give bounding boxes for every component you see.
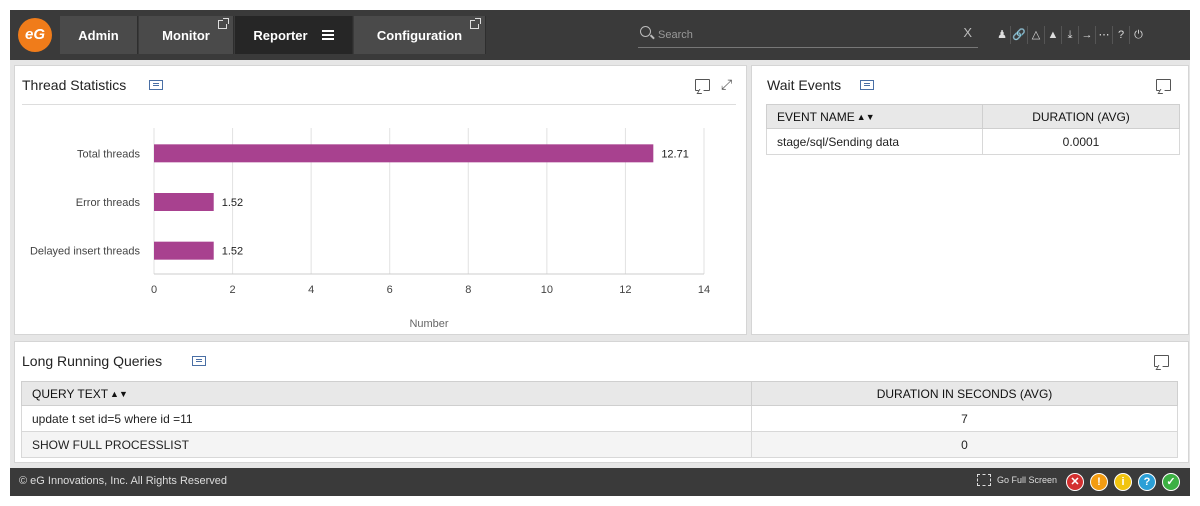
column-header-label: DURATION (AVG) (1032, 109, 1130, 124)
bar[interactable] (154, 241, 214, 260)
fullscreen-icon (977, 474, 991, 486)
duration-cell: 0.0001 (982, 128, 1180, 155)
sort-icon[interactable]: ▲▼ (110, 389, 128, 400)
widget-settings-icon[interactable] (860, 80, 874, 90)
footer-bar: © eG Innovations, Inc. All Rights Reserv… (10, 468, 1190, 496)
bar[interactable] (154, 193, 214, 211)
comment-icon[interactable] (695, 79, 710, 91)
category-label: Error threads (76, 197, 141, 209)
tab-reporter[interactable]: Reporter (235, 16, 353, 54)
download-icon[interactable]: ⤓ (1062, 26, 1079, 44)
table-row: stage/sql/Sending data 0.0001 (766, 128, 1180, 155)
more-icon[interactable]: ⋯ (1096, 26, 1113, 44)
duration-cell: 0 (751, 431, 1178, 458)
tab-monitor[interactable]: Monitor (139, 16, 234, 54)
x-tick-label: 10 (541, 284, 553, 296)
table-row: SHOW FULL PROCESSLIST 0 (21, 431, 1178, 458)
panel-title: Wait Events (767, 77, 842, 93)
normal-status-icon[interactable]: ✓ (1162, 473, 1180, 491)
long-running-queries-table: QUERY TEXT ▲▼ DURATION IN SECONDS (AVG) u… (21, 381, 1178, 458)
tab-admin-label: Admin (78, 27, 119, 43)
search-box: X (638, 24, 978, 48)
x-tick-label: 2 (230, 284, 236, 296)
help-alerts-icon[interactable]: ? (1138, 473, 1156, 491)
eg-logo-icon[interactable]: eG (18, 18, 52, 52)
tab-configuration[interactable]: Configuration (354, 16, 486, 54)
x-axis-label: Number (409, 318, 448, 330)
x-tick-label: 14 (698, 284, 710, 296)
tab-admin[interactable]: Admin (60, 16, 138, 54)
wait-events-table: EVENT NAME ▲▼ DURATION (AVG) stage/sql/Se… (766, 104, 1180, 155)
tab-reporter-label: Reporter (253, 27, 308, 43)
panel-title: Thread Statistics (22, 77, 127, 93)
x-tick-label: 4 (308, 284, 314, 296)
search-input[interactable] (658, 26, 948, 44)
search-icon (640, 26, 651, 37)
power-icon[interactable]: ⏻ (1134, 29, 1143, 41)
sign-in-icon[interactable]: → (1079, 26, 1096, 44)
x-tick-label: 6 (387, 284, 393, 296)
data-label: 1.52 (222, 197, 243, 209)
column-header-duration[interactable]: DURATION (AVG) (982, 104, 1180, 129)
minor-alerts-icon[interactable]: i (1114, 473, 1132, 491)
link-icon[interactable]: 🔗 (1011, 26, 1028, 44)
bell-icon[interactable]: ▲ (1045, 26, 1062, 44)
sort-icon[interactable]: ▲▼ (856, 112, 875, 123)
panel-title: Long Running Queries (22, 353, 163, 369)
hamburger-menu-icon[interactable] (321, 30, 334, 40)
title-divider (22, 104, 736, 105)
copyright-text: © eG Innovations, Inc. All Rights Reserv… (19, 475, 228, 487)
thread-statistics-chart: Total threads Error threads Delayed insert… (30, 128, 710, 330)
event-name-cell: stage/sql/Sending data (766, 128, 983, 155)
data-label: 1.52 (222, 246, 243, 258)
toolbar-icons: ♟ 🔗 △ ▲ ⤓ → ⋯ ? ⏻ (994, 26, 1147, 44)
critical-alerts-icon[interactable]: ✕ (1066, 473, 1084, 491)
column-header-duration-seconds[interactable]: DURATION IN SECONDS (AVG) (751, 381, 1178, 406)
table-row: update t set id=5 where id =11 7 (21, 405, 1178, 432)
x-tick-label: 12 (619, 284, 631, 296)
query-text-cell: SHOW FULL PROCESSLIST (21, 431, 752, 458)
long-running-queries-panel: Long Running Queries QUERY TEXT ▲▼ DURATI… (14, 341, 1189, 463)
comment-icon[interactable] (1156, 79, 1171, 91)
external-link-icon[interactable] (218, 18, 229, 29)
external-link-icon[interactable] (470, 18, 481, 29)
go-full-screen-button[interactable]: Go Full Screen (977, 474, 1057, 486)
category-label: Total threads (77, 148, 140, 160)
user-icon[interactable]: ♟ (994, 26, 1011, 44)
comment-icon[interactable] (1154, 355, 1169, 367)
data-label: 12.71 (661, 148, 689, 160)
go-full-screen-label: Go Full Screen (997, 475, 1058, 485)
column-header-query-text[interactable]: QUERY TEXT ▲▼ (21, 381, 752, 406)
column-header-label: QUERY TEXT (32, 386, 109, 401)
bar[interactable] (154, 144, 654, 163)
column-header-event-name[interactable]: EVENT NAME ▲▼ (766, 104, 983, 129)
x-tick-label: 0 (151, 284, 157, 296)
column-header-label: DURATION IN SECONDS (AVG) (876, 386, 1053, 401)
query-text-cell: update t set id=5 where id =11 (21, 405, 752, 432)
duration-cell: 7 (751, 405, 1178, 432)
category-label: Delayed insert threads (30, 246, 141, 258)
major-alerts-icon[interactable]: ! (1090, 473, 1108, 491)
alert-triangle-icon[interactable]: △ (1028, 26, 1045, 44)
widget-settings-icon[interactable] (149, 80, 163, 90)
column-header-label: EVENT NAME (777, 109, 855, 124)
tab-configuration-label: Configuration (376, 27, 463, 43)
thread-statistics-panel: Thread Statistics ⤢ Total threads Error t… (14, 65, 747, 335)
tab-monitor-label: Monitor (162, 27, 210, 43)
x-tick-label: 8 (465, 284, 471, 296)
top-navigation-bar: eG Admin Monitor Reporter Configuration … (10, 10, 1190, 60)
expand-icon[interactable]: ⤢ (721, 76, 733, 92)
clear-search-icon[interactable]: X (963, 25, 972, 40)
help-icon[interactable]: ? (1113, 26, 1130, 44)
wait-events-panel: Wait Events EVENT NAME ▲▼ DURATION (AVG) … (751, 65, 1189, 335)
widget-settings-icon[interactable] (192, 356, 206, 366)
